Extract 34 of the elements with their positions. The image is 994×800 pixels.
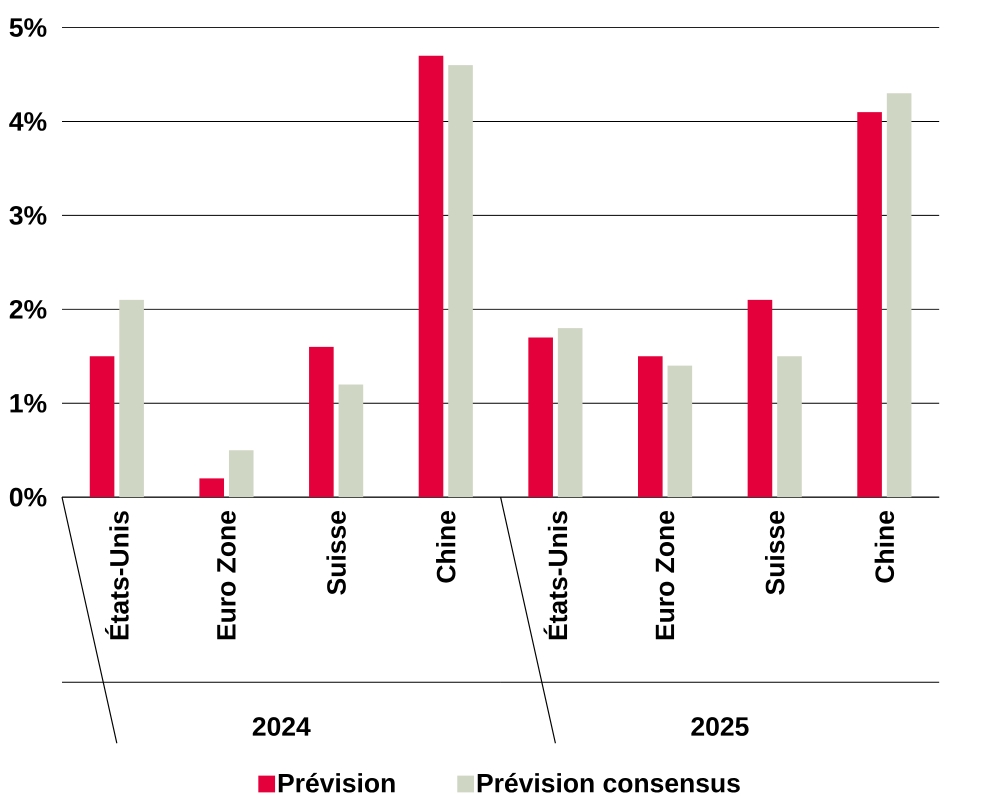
x-tick-label: Suisse bbox=[764, 510, 784, 595]
bar bbox=[418, 56, 444, 497]
bar bbox=[777, 356, 802, 497]
bar bbox=[748, 300, 772, 497]
bar bbox=[638, 356, 663, 497]
legend-label: Prévision bbox=[278, 772, 395, 792]
x-tick-label: Chine bbox=[436, 510, 456, 582]
bar bbox=[886, 93, 912, 497]
bar bbox=[199, 478, 224, 497]
y-tick-label: 3% bbox=[9, 206, 46, 225]
y-tick-label: 5% bbox=[10, 18, 46, 37]
bar bbox=[448, 64, 473, 497]
y-tick-label: 4% bbox=[9, 112, 46, 131]
x-tick-label: Suisse bbox=[326, 510, 346, 595]
bar bbox=[228, 450, 254, 497]
bar bbox=[857, 112, 882, 497]
bar bbox=[668, 365, 692, 497]
y-tick-label: 2% bbox=[10, 300, 46, 318]
y-tick-label: 0% bbox=[10, 488, 46, 506]
bar bbox=[338, 384, 364, 497]
legend-label: Prévision consensus bbox=[478, 772, 740, 792]
bar bbox=[309, 346, 334, 497]
y-tick-label: 1% bbox=[10, 394, 46, 412]
x-tick-label: États-Unis bbox=[104, 511, 129, 640]
bar bbox=[528, 337, 553, 497]
text: 2025 bbox=[691, 716, 749, 736]
bar bbox=[90, 356, 114, 497]
x-tick-label: Chine bbox=[874, 510, 894, 582]
text: 2024 bbox=[252, 716, 311, 736]
bar bbox=[558, 328, 582, 497]
x-tick-label: Euro Zone bbox=[656, 510, 674, 640]
x-tick-label: Euro Zone bbox=[217, 510, 236, 640]
x-tick-label: États-Unis bbox=[544, 511, 568, 640]
bar bbox=[119, 300, 144, 497]
